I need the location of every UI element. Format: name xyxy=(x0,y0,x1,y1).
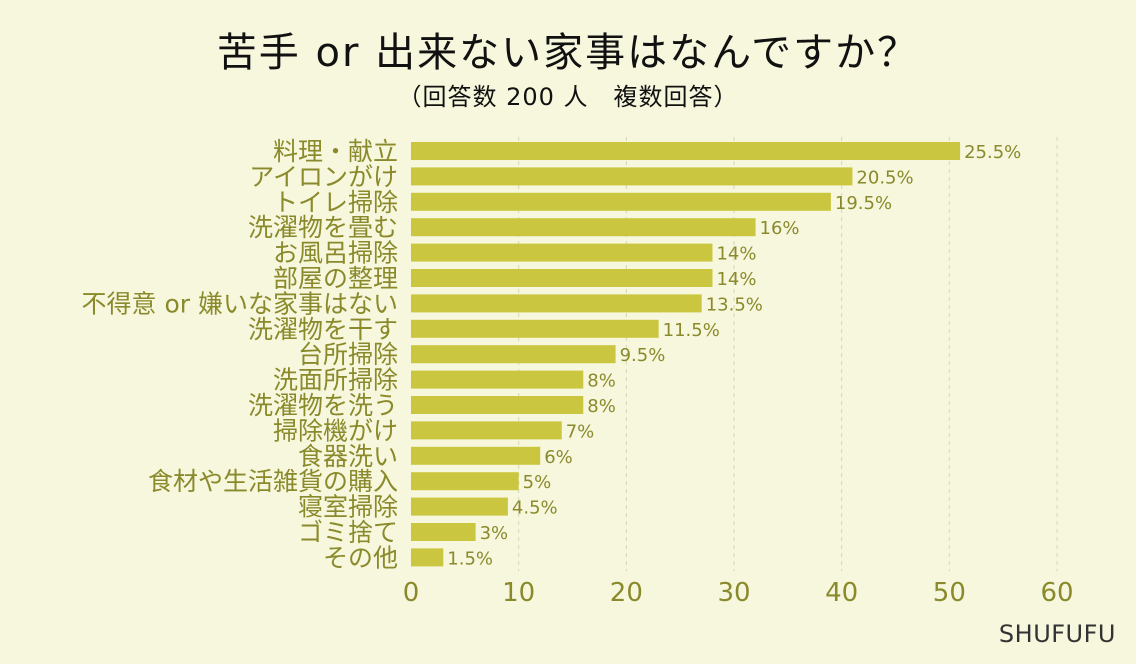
value-label: 4.5% xyxy=(512,498,558,519)
x-tick-label: 40 xyxy=(825,578,858,608)
x-tick-label: 0 xyxy=(403,578,420,608)
category-label: 洗濯物を畳む xyxy=(248,213,398,242)
x-tick-label: 10 xyxy=(502,578,535,608)
value-label: 3% xyxy=(480,523,509,544)
category-label: 洗濯物を洗う xyxy=(248,391,398,420)
value-label: 8% xyxy=(587,371,616,392)
chart-title: 苦手 or 出来ない家事はなんですか？ xyxy=(216,30,920,76)
bar xyxy=(411,319,659,338)
value-label: 25.5% xyxy=(964,142,1021,163)
bar xyxy=(411,294,702,313)
category-label: 洗濯物を干す xyxy=(248,315,398,344)
category-label: お風呂掃除 xyxy=(273,239,398,268)
category-label: その他 xyxy=(323,543,398,572)
category-label: 食材や生活雑貨の購入 xyxy=(148,467,398,496)
category-label: 不得意 or 嫌いな家事はない xyxy=(82,289,398,318)
bar xyxy=(411,396,584,414)
value-label: 14% xyxy=(716,269,756,290)
value-label: 13.5% xyxy=(706,294,763,315)
value-label: 7% xyxy=(566,421,595,442)
category-label: 寝室掃除 xyxy=(298,493,398,522)
x-tick-label: 50 xyxy=(933,578,966,608)
value-label: 14% xyxy=(716,244,756,265)
chart-subtitle: （回答数 200 人 複数回答） xyxy=(397,83,739,111)
x-tick-label: 30 xyxy=(717,578,750,608)
brand-logo-text: SHUFUFU xyxy=(998,620,1116,648)
value-label: 11.5% xyxy=(663,320,720,341)
category-label: 食器洗い xyxy=(298,442,398,471)
bar xyxy=(411,472,519,491)
bar xyxy=(411,523,476,541)
bar xyxy=(411,370,584,389)
x-tick-label: 20 xyxy=(610,578,643,608)
bar xyxy=(411,345,616,364)
value-label: 6% xyxy=(544,447,573,468)
category-label: 料理・献立 xyxy=(273,137,398,166)
bar xyxy=(411,142,961,160)
bar xyxy=(411,446,541,465)
x-tick-label: 60 xyxy=(1040,578,1073,608)
bar xyxy=(411,497,508,516)
value-label: 9.5% xyxy=(620,345,666,366)
value-label: 1.5% xyxy=(447,548,493,569)
category-label: 洗面所掃除 xyxy=(273,366,398,395)
value-label: 5% xyxy=(523,472,552,493)
category-label: 掃除機がけ xyxy=(273,416,398,445)
bar xyxy=(411,421,562,440)
value-label: 19.5% xyxy=(835,193,892,214)
category-label: 部屋の整理 xyxy=(273,264,398,293)
value-label: 16% xyxy=(760,218,800,239)
category-label: トイレ掃除 xyxy=(273,188,398,217)
bar xyxy=(411,243,713,262)
category-label: 台所掃除 xyxy=(298,340,398,369)
bar xyxy=(411,269,713,287)
category-label: ゴミ捨て xyxy=(298,518,398,547)
value-label: 8% xyxy=(587,396,616,417)
bar xyxy=(411,192,831,211)
bar xyxy=(411,548,444,567)
value-label: 20.5% xyxy=(856,167,913,188)
bar xyxy=(411,218,756,237)
category-label: アイロンがけ xyxy=(249,162,398,191)
bar xyxy=(411,167,853,186)
